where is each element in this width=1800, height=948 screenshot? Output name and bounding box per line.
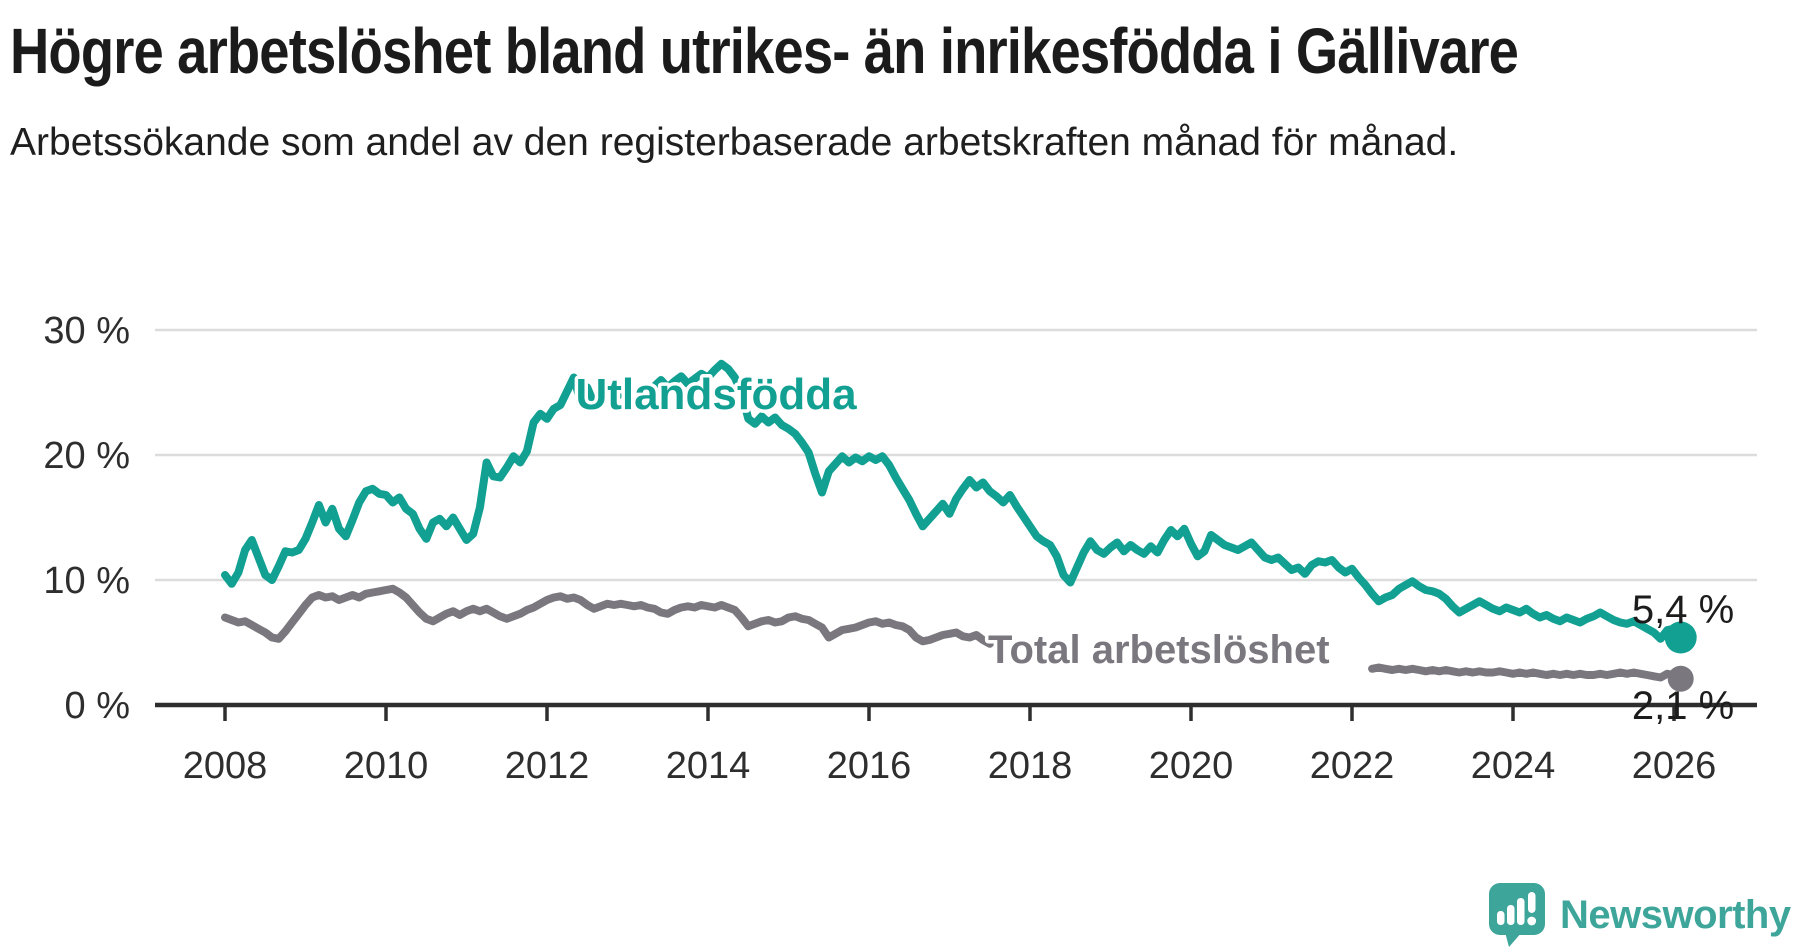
x-axis-label: 2026 [1632, 745, 1717, 787]
x-axis-label: 2010 [344, 745, 429, 787]
series-line-total-arbetsloshet [1368, 663, 1685, 683]
y-axis-label: 30 % [43, 310, 130, 352]
x-axis-label: 2014 [666, 745, 751, 787]
x-axis-label: 2008 [183, 745, 268, 787]
series-line-total-arbetsloshet [221, 584, 994, 648]
x-axis-label: 2016 [827, 745, 912, 787]
chart-title: Högre arbetslöshet bland utrikes- än inr… [10, 15, 1519, 87]
end-value-label-total-arbetsloshet: 2,1 % [1632, 684, 1734, 728]
newsworthy-wordmark: Newsworthy [1560, 892, 1791, 937]
y-axis-label: 0 % [65, 685, 130, 727]
x-axis-label: 2024 [1471, 745, 1556, 787]
end-value-label-utlandsfodda: 5,4 % [1632, 588, 1734, 632]
x-axis-label: 2018 [988, 745, 1073, 787]
x-axis-label: 2020 [1149, 745, 1234, 787]
series-line-utlandsfodda [221, 359, 1685, 643]
y-axis-label: 10 % [43, 560, 130, 602]
end-dot-total-arbetsloshet [1667, 665, 1694, 692]
series-label-total-arbetsloshet: Total arbetslöshet [988, 628, 1330, 672]
newsworthy-logo: Newsworthy [1488, 882, 1791, 948]
series-label-utlandsfodda: Utlandsfödda [575, 370, 857, 419]
end-dot-utlandsfodda [1664, 621, 1697, 654]
y-axis-label: 20 % [43, 435, 130, 477]
x-axis-label: 2022 [1310, 745, 1395, 787]
x-axis-label: 2012 [505, 745, 590, 787]
newsworthy-logo-icon [1489, 883, 1545, 947]
chart-subtitle: Arbetssökande som andel av den registerb… [10, 121, 1459, 164]
